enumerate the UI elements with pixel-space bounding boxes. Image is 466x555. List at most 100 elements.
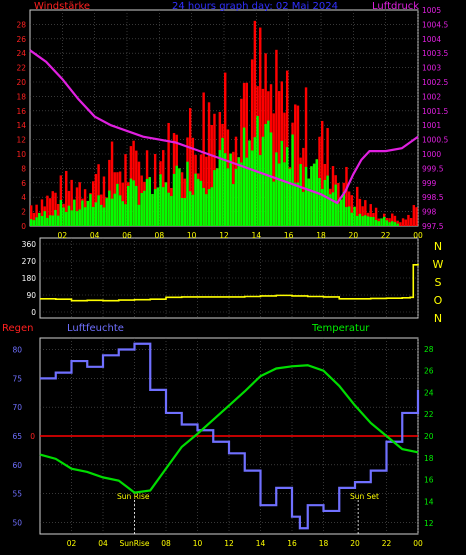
gust-bar (388, 218, 391, 226)
rain-y-tick-label: 0 (30, 432, 35, 441)
wind-y-tick-label: 4 (21, 193, 26, 202)
humidity-y-tick-label: 50 (12, 518, 22, 527)
wind-bar (215, 168, 219, 226)
wind-direction-line (40, 263, 419, 302)
sun-rise-label: Sun Rise (117, 492, 150, 501)
gust-bar (167, 122, 170, 226)
wind-bar (32, 220, 36, 226)
wind-bar (151, 194, 154, 226)
pressure-y-tick-label: 1002.5 (422, 78, 448, 87)
gust-bar (401, 218, 405, 226)
wind-bar (380, 218, 383, 226)
pressure-y-tick-label: 1004.5 (422, 20, 448, 29)
wind-bar (218, 150, 222, 226)
wind-bar (221, 137, 224, 226)
wind-y-tick-label: 14 (16, 121, 26, 130)
rain-axis-title: Regen (2, 323, 34, 334)
humidity-x-tick-label: 16 (287, 539, 297, 548)
wind-bar (296, 182, 300, 226)
wind-bar (259, 155, 262, 226)
wind-bar (272, 181, 275, 226)
gust-bar (78, 182, 81, 226)
gust-bar (356, 186, 359, 226)
gust-bar (48, 198, 52, 226)
gust-bar (70, 179, 73, 226)
humidity-x-tick-label: 20 (350, 539, 360, 548)
compass-label: O (434, 294, 443, 307)
wind-bar (65, 211, 68, 226)
wind-y-tick-label: 28 (16, 20, 26, 29)
gust-bar (275, 49, 278, 226)
gust-bar (54, 192, 57, 226)
gust-bar (102, 176, 106, 226)
wind-bar (302, 191, 305, 226)
pressure-y-tick-label: 999.5 (422, 164, 444, 173)
wind-bar (191, 194, 195, 226)
wind-bar (277, 163, 281, 226)
wind-bar (135, 185, 138, 226)
wind-x-tick-label: 06 (122, 231, 132, 240)
gust-bar (94, 174, 98, 226)
humidity-x-tick-label: 00 (413, 539, 423, 548)
pressure-y-tick-label: 997.5 (422, 222, 444, 231)
wind-bar (294, 182, 297, 226)
gust-bar (213, 113, 216, 226)
gust-bar (250, 59, 254, 227)
wind-bar (70, 210, 73, 226)
wind-bar (242, 127, 246, 226)
wind-bar (396, 223, 399, 226)
gust-bar (202, 92, 205, 226)
humidity-y-tick-label: 70 (12, 403, 22, 412)
gust-bar (277, 91, 281, 226)
pressure-y-tick-label: 998.5 (422, 193, 444, 202)
wind-y-tick-label: 12 (16, 136, 26, 145)
gust-bar (91, 181, 95, 226)
gust-bar (210, 124, 213, 226)
temperature-y-tick-label: 18 (424, 454, 434, 463)
gust-bar (350, 195, 354, 226)
wind-bar (374, 220, 378, 226)
gust-bar (393, 215, 397, 226)
gust-bar (224, 72, 227, 226)
wind-x-tick-label: 08 (155, 231, 165, 240)
wind-bar (105, 198, 108, 226)
humidity-y-tick-label: 80 (12, 346, 22, 355)
wind-bar (186, 161, 189, 226)
pressure-y-tick-label: 1005 (422, 6, 441, 15)
wind-bar (299, 164, 302, 226)
wind-bar (81, 200, 84, 226)
humidity-x-tick-label: 14 (256, 539, 266, 548)
wind-bar (261, 136, 265, 226)
wind-bar (30, 219, 33, 226)
wind-y-tick-label: 24 (16, 49, 26, 58)
gust-bar (407, 214, 410, 226)
pressure-y-tick-label: 1003 (422, 64, 441, 73)
wind-bar (364, 215, 367, 226)
compass-label: N (434, 312, 442, 325)
gust-bar (304, 87, 308, 226)
wind-bar (153, 189, 157, 226)
wind-bar (145, 178, 149, 226)
wind-bar (86, 200, 90, 226)
temperature-axis-title: Temperatur (311, 323, 370, 334)
wind-x-tick-label: 16 (284, 231, 294, 240)
wind-bar (46, 217, 49, 226)
humidity-x-tick-label: 04 (98, 539, 108, 548)
wind-bar (40, 216, 44, 226)
wind-bar (237, 157, 240, 226)
gust-bar (259, 27, 262, 226)
wind-bar (202, 187, 205, 226)
gust-bar (409, 218, 413, 226)
wind-bar (391, 221, 394, 226)
wind-bar (361, 216, 364, 226)
wind-bar (170, 196, 173, 226)
wind-bar (245, 157, 248, 226)
wind-bar (382, 216, 386, 226)
wind-x-tick-label: 04 (90, 231, 100, 240)
wind-bar (372, 216, 375, 226)
compass-label: S (435, 276, 442, 289)
direction-y-tick-label: 270 (22, 257, 37, 266)
direction-y-tick-label: 180 (22, 274, 37, 283)
